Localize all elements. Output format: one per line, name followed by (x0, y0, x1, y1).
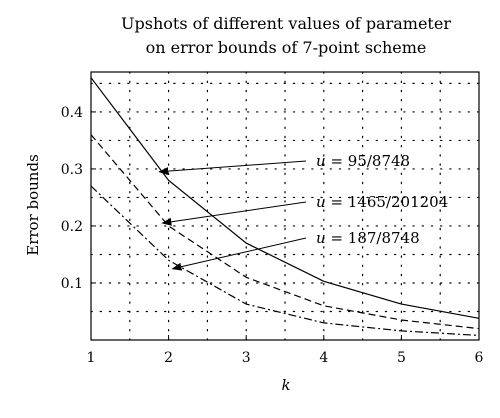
y-tick-label: 0.2 (61, 219, 83, 235)
annotation-arrow-2 (171, 237, 307, 271)
annotations: u = 95/8748 u = 1465/201204 u = 187/8748 (158, 152, 448, 271)
x-tick-label: 5 (397, 350, 406, 366)
x-tick-label: 1 (87, 350, 96, 366)
y-tick-label: 0.1 (61, 276, 83, 292)
annotation-label-0: u = 95/8748 (316, 152, 410, 170)
grid (90, 71, 480, 341)
chart-title-line-1: Upshots of different values of parameter (121, 14, 451, 33)
y-tick-label: 0.4 (61, 105, 83, 121)
series-line-2 (90, 185, 480, 336)
axis-ticks: 1 2 3 4 5 6 0.1 0.2 0.3 0.4 (61, 105, 484, 366)
annotation-label-2: u = 187/8748 (316, 229, 420, 247)
plot-frame (90, 71, 480, 341)
annotation-arrow-1 (161, 201, 307, 226)
x-tick-label: 6 (475, 350, 484, 366)
series-line-0 (90, 77, 480, 319)
x-tick-label: 4 (319, 350, 328, 366)
chart-title-line-2: on error bounds of 7-point scheme (146, 38, 427, 57)
y-axis-label: Error bounds (24, 154, 42, 256)
x-tick-label: 3 (242, 350, 251, 366)
series-lines (90, 77, 480, 336)
annotation-arrow-0 (158, 160, 307, 176)
annotation-label-1: u = 1465/201204 (316, 193, 448, 211)
x-tick-label: 2 (164, 350, 173, 366)
y-tick-label: 0.3 (61, 162, 83, 178)
series-line-1 (90, 134, 480, 330)
x-axis-label: k (281, 376, 290, 394)
